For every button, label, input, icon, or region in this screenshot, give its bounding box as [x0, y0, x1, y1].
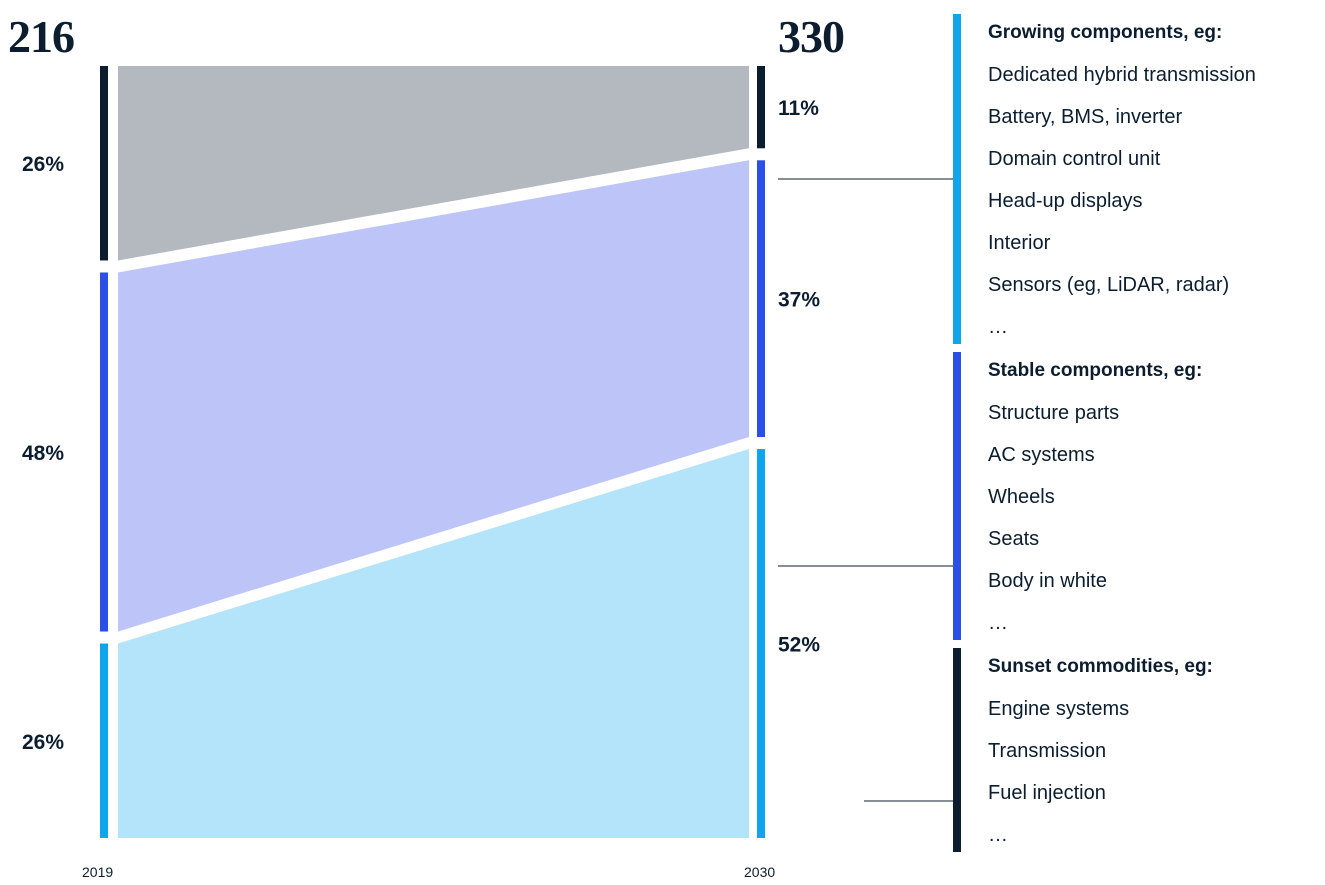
group-item: … [988, 824, 1008, 846]
group-item: Structure parts [988, 402, 1120, 424]
group-item: Transmission [988, 740, 1107, 762]
flow-sunset [118, 66, 749, 261]
group-item: Battery, BMS, inverter [988, 106, 1183, 128]
group-item: Wheels [988, 486, 1055, 508]
group-item: Seats [988, 528, 1040, 550]
group-sunset-commodities: Sunset commodities, eg: Engine systems T… [988, 648, 1213, 858]
group-item: … [988, 316, 1008, 338]
bar-growing-2030 [757, 449, 765, 838]
bar-stable-2019 [100, 272, 108, 632]
group-heading: Growing components, eg: [988, 22, 1223, 43]
flow-stable [118, 160, 749, 632]
group-item: Head-up displays [988, 190, 1143, 212]
bar-sunset-2030 [757, 66, 765, 149]
year-label-2030: 2030 [744, 864, 776, 880]
group-item: Engine systems [988, 698, 1130, 720]
group-bar-sunset [953, 648, 961, 852]
group-item: Body in white [988, 570, 1107, 592]
pct-label-growing-2019: 26% [22, 731, 64, 754]
group-item: Domain control unit [988, 148, 1161, 170]
group-stable-components: Stable components, eg: Structure parts A… [988, 352, 1202, 646]
pct-label-stable-2019: 48% [22, 442, 64, 465]
group-growing-components: Growing components, eg: Dedicated hybrid… [988, 14, 1256, 350]
group-item: AC systems [988, 444, 1095, 466]
group-bar-growing [953, 14, 961, 344]
year-label-2019: 2019 [82, 864, 114, 880]
group-heading: Sunset commodities, eg: [988, 656, 1213, 677]
total-2030: 330 [778, 11, 845, 62]
bar-sunset-2019 [100, 66, 108, 261]
pct-label-growing-2030: 52% [778, 634, 820, 657]
group-item: Dedicated hybrid transmission [988, 64, 1256, 86]
group-heading: Stable components, eg: [988, 360, 1203, 381]
pct-label-stable-2030: 37% [778, 289, 820, 312]
group-item: Fuel injection [988, 782, 1106, 804]
group-item: Interior [988, 232, 1051, 254]
total-2019: 216 [8, 11, 75, 62]
flow-growing [118, 449, 749, 838]
bar-stable-2030 [757, 160, 765, 438]
bar-growing-2019 [100, 643, 108, 838]
pct-label-sunset-2019: 26% [22, 153, 64, 176]
group-item: Sensors (eg, LiDAR, radar) [988, 274, 1230, 296]
pct-label-sunset-2030: 11% [778, 97, 819, 120]
group-item: … [988, 612, 1008, 634]
group-bar-stable [953, 352, 961, 640]
